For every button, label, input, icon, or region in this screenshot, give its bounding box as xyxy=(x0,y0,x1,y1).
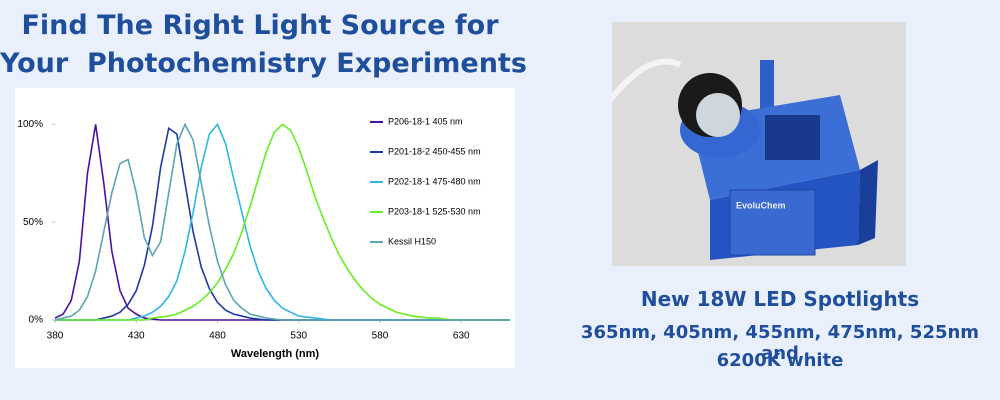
x-tick-label: 480 xyxy=(209,331,226,342)
product-subtitle: 365nm, 405nm, 455nm, 475nm, 525nm and xyxy=(580,322,980,364)
legend-label: P202-18-1 475-480 nm xyxy=(388,176,481,186)
y-tick-label: 0% xyxy=(29,315,44,326)
product-subtitle: 6200K white xyxy=(716,350,844,371)
device-label: EvoluChem xyxy=(736,200,786,210)
headline: Find The Right Light Source for xyxy=(21,10,499,41)
panel xyxy=(729,189,816,256)
chart: Wavelength (nm) 0% 50% 100% 380 430 480 530 580… xyxy=(15,88,515,368)
x-tick-label: 530 xyxy=(290,331,307,342)
legend-label: P203-18-1 525-530 nm xyxy=(388,206,481,216)
cable xyxy=(610,58,682,102)
box-side xyxy=(858,160,878,245)
chart-background xyxy=(15,88,515,368)
legend-label: P206-18-1 405 nm xyxy=(388,116,463,126)
headline: Your Photochemistry Experiments xyxy=(0,48,527,79)
series-line xyxy=(55,123,510,321)
x-tick-label: 430 xyxy=(128,331,145,342)
x-tick-label: 630 xyxy=(453,331,470,342)
y-tick-label: 50% xyxy=(23,217,43,228)
product-title: New 18W LED Spotlights xyxy=(640,287,920,311)
y-tick-label: 100% xyxy=(17,119,43,130)
legend-label: Kessil H150 xyxy=(388,236,436,246)
product-photo: EvoluChem xyxy=(610,22,906,266)
x-tick-label: 380 xyxy=(47,331,64,342)
x-axis-label: Wavelength (nm) xyxy=(231,348,320,360)
x-tick-label: 580 xyxy=(372,331,389,342)
legend-label: P201-18-2 450-455 nm xyxy=(388,146,481,156)
opening xyxy=(765,115,820,160)
series-line xyxy=(54,122,510,321)
lamp-leds xyxy=(696,93,740,137)
